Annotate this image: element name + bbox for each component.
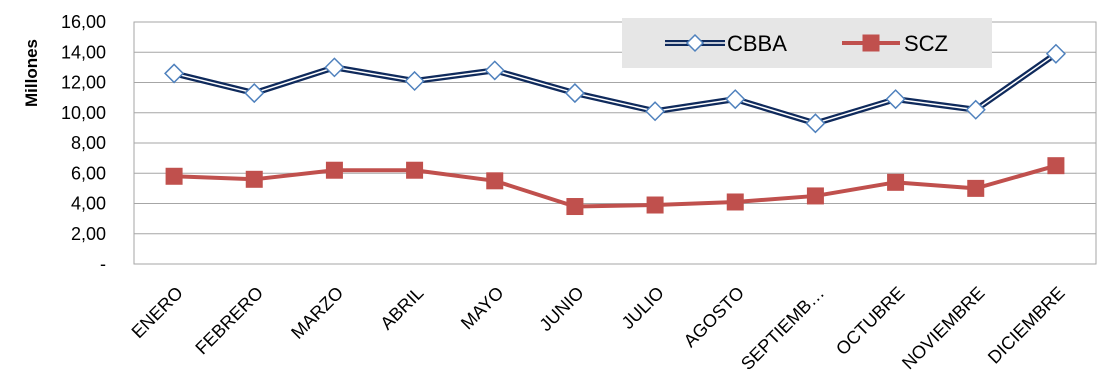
data-point-marker [165, 167, 183, 185]
data-point-marker [726, 193, 744, 211]
data-point-marker [566, 198, 584, 216]
x-tick-label: MARZO [287, 283, 347, 343]
data-point-marker [645, 101, 666, 122]
x-tick-label: AGOSTO [680, 283, 748, 351]
x-tick-label: ENERO [128, 283, 187, 342]
series-line-highlight [173, 53, 1057, 125]
legend-entry-scz: SCZ [842, 31, 948, 56]
legend-marker [862, 34, 880, 52]
y-axis-label: Millones [22, 39, 41, 107]
x-tick-label: NOVIEMBRE [898, 283, 989, 374]
y-tick-label: 4,00 [71, 194, 106, 214]
data-point-marker [885, 89, 906, 110]
y-tick-label: 6,00 [71, 163, 106, 183]
y-tick-label: 16,00 [61, 12, 106, 32]
legend-marker [685, 33, 705, 53]
y-tick-label: 14,00 [61, 42, 106, 62]
series-scz [165, 157, 1065, 216]
data-point-marker [967, 179, 985, 197]
data-point-marker [164, 63, 185, 84]
data-point-marker [564, 83, 585, 104]
x-tick-label: JUNIO [535, 283, 587, 335]
data-point-marker [725, 89, 746, 110]
data-point-marker [646, 196, 664, 214]
legend-label: CBBA [727, 31, 787, 56]
x-tick-label: DICIEMBRE [984, 283, 1069, 368]
data-point-marker [245, 170, 263, 188]
x-tick-label: JULIO [618, 283, 668, 333]
data-point-marker [404, 70, 425, 92]
x-axis: ENERO FEBRERO MARZO ABRIL MAYO JUNIO JULIO AGOS… [128, 283, 1069, 374]
y-tick-label: 2,00 [71, 224, 106, 244]
data-point-marker [1047, 157, 1065, 175]
legend-label: SCZ [904, 31, 948, 56]
y-axis: - 2,00 4,00 6,00 8,00 10,00 12,00 14,00 16,00 [61, 12, 106, 274]
data-point-marker [1045, 43, 1066, 64]
x-tick-label: SEPTIEMB… [737, 283, 828, 374]
data-point-marker [887, 173, 905, 191]
data-point-marker [325, 161, 343, 179]
y-tick-label: 12,00 [61, 73, 106, 93]
series-line [174, 163, 1057, 209]
legend-items: CBBA SCZ [665, 31, 948, 56]
y-tick-label: 10,00 [61, 103, 106, 123]
series-cbba [164, 43, 1066, 134]
data-point-marker [805, 113, 826, 134]
legend: CBBA SCZ [622, 18, 992, 68]
data-point-marker [806, 187, 824, 205]
series-layer [164, 43, 1066, 216]
x-tick-label: FEBRERO [191, 283, 267, 359]
data-point-marker [965, 99, 986, 120]
data-point-marker [484, 60, 505, 81]
data-point-marker [244, 83, 265, 104]
y-tick-label: - [100, 254, 106, 274]
data-point-marker [324, 57, 345, 78]
x-tick-label: OCTUBRE [832, 283, 908, 359]
data-point-marker [406, 161, 424, 179]
x-tick-label: ABRIL [376, 283, 427, 334]
legend-entry-cbba: CBBA [665, 31, 787, 56]
data-point-marker [486, 172, 504, 190]
y-tick-label: 8,00 [71, 133, 106, 153]
x-tick-label: MAYO [457, 283, 508, 334]
